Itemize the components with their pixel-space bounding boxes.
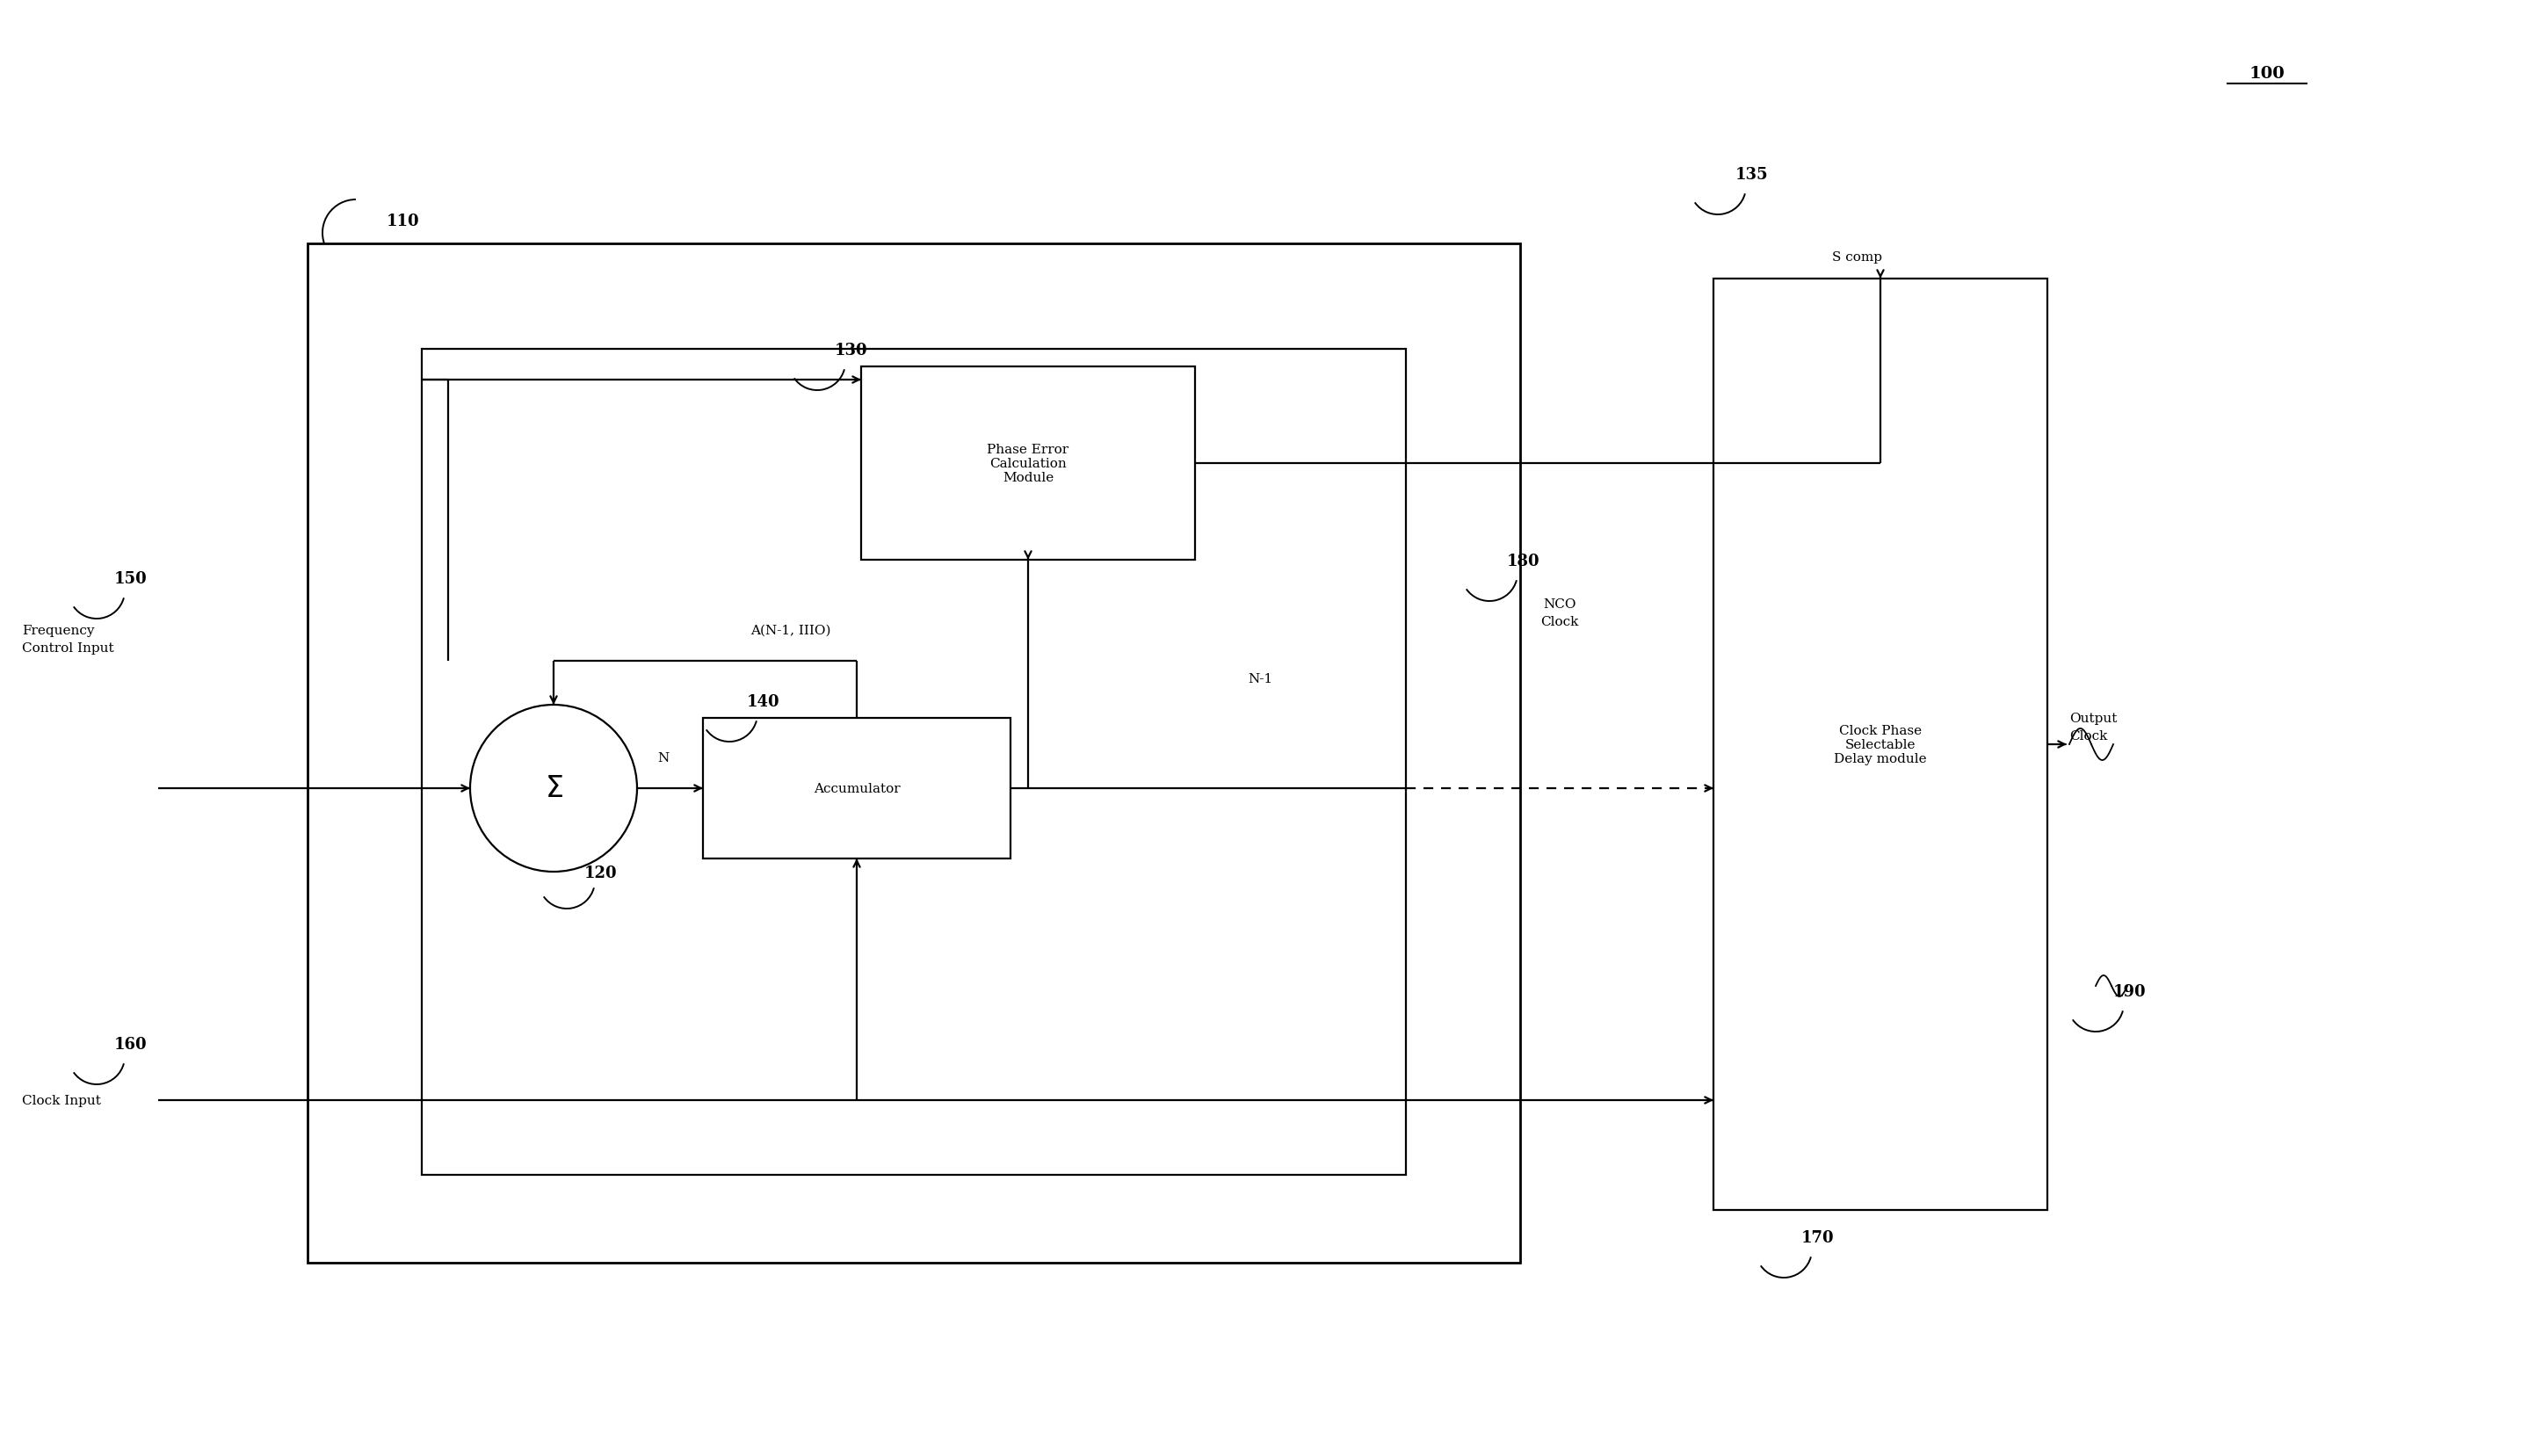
- Text: N-1: N-1: [1249, 673, 1272, 684]
- Text: Accumulator: Accumulator: [814, 782, 900, 795]
- Text: 100: 100: [2250, 66, 2285, 82]
- Text: 160: 160: [114, 1037, 147, 1053]
- Bar: [308, 245, 1519, 1262]
- Text: Output
Clock: Output Clock: [2070, 712, 2116, 741]
- Text: Clock Phase
Selectable
Delay module: Clock Phase Selectable Delay module: [1833, 724, 1926, 764]
- Text: 120: 120: [584, 865, 617, 881]
- Text: 180: 180: [1507, 553, 1540, 569]
- Text: 135: 135: [1734, 167, 1770, 182]
- Text: 190: 190: [2113, 984, 2146, 999]
- Bar: [703, 718, 1011, 859]
- Bar: [862, 367, 1196, 561]
- Bar: [422, 349, 1406, 1175]
- Text: A(N-1, IIIO): A(N-1, IIIO): [751, 625, 832, 636]
- Text: $\Sigma$: $\Sigma$: [544, 775, 564, 802]
- Text: N: N: [657, 751, 670, 764]
- Text: Clock Input: Clock Input: [23, 1095, 101, 1107]
- Text: Frequency
Control Input: Frequency Control Input: [23, 625, 114, 654]
- Bar: [1714, 280, 2048, 1210]
- Text: NCO
Clock: NCO Clock: [1540, 598, 1580, 628]
- Text: Phase Error
Calculation
Module: Phase Error Calculation Module: [986, 443, 1069, 483]
- Text: 130: 130: [834, 342, 867, 358]
- Text: 170: 170: [1802, 1229, 1835, 1245]
- Text: S comp: S comp: [1833, 250, 1883, 264]
- Text: 110: 110: [387, 214, 420, 229]
- Text: 140: 140: [746, 693, 781, 709]
- Text: 150: 150: [114, 571, 147, 587]
